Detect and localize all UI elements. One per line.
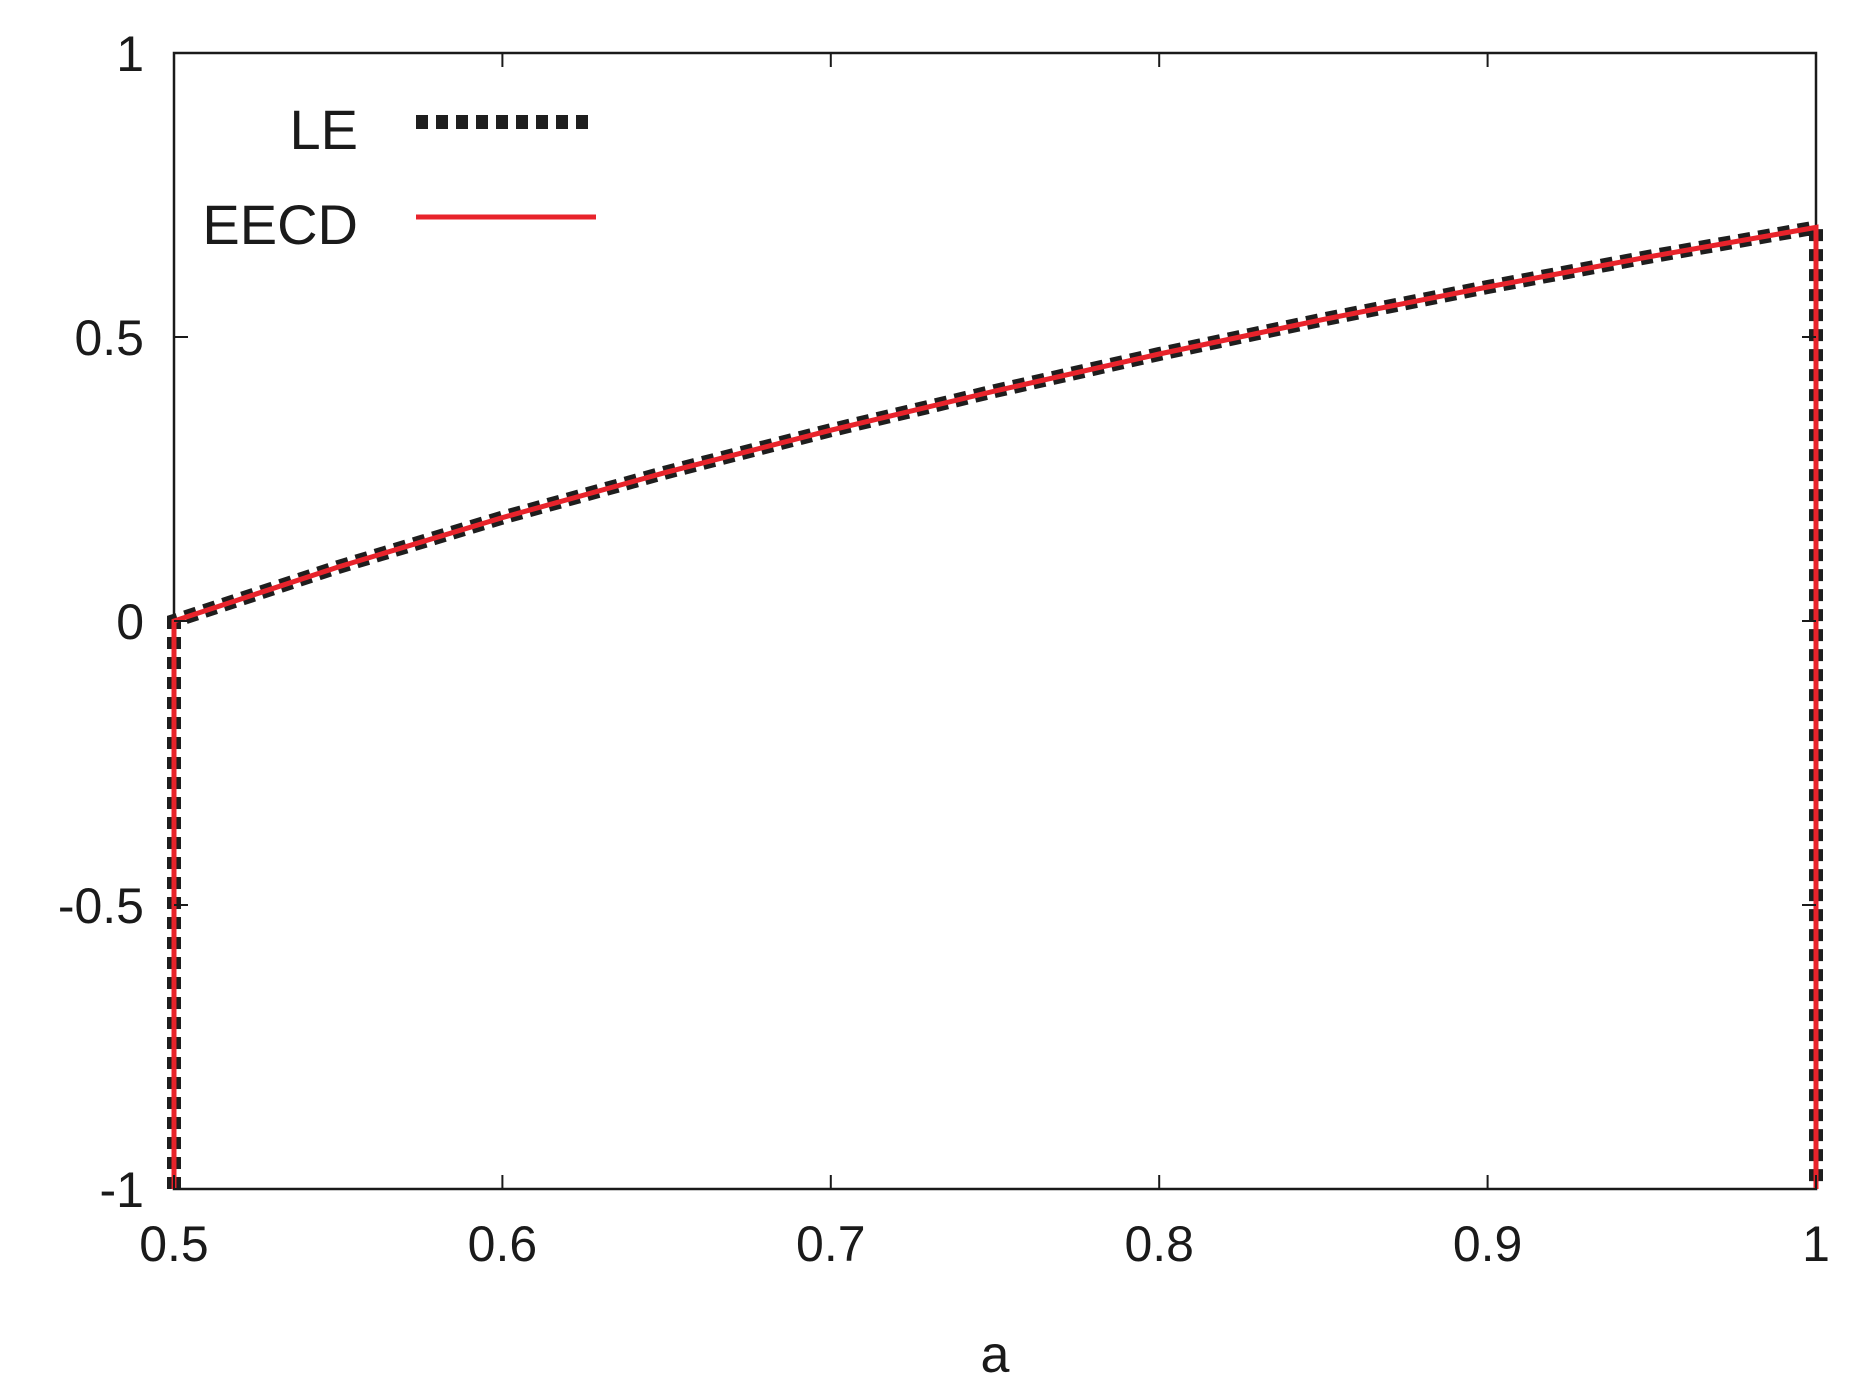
legend-label-eecd: EECD (202, 193, 358, 256)
plot-frame (172, 51, 1818, 1191)
y-tick-label: -0.5 (58, 878, 144, 934)
plot-area (172, 51, 1818, 1191)
x-tick-label: 0.6 (468, 1216, 538, 1272)
series-line-eecd (171, 224, 1819, 1189)
tick-group: 0.5 0.6 0.7 0.8 0.9 1 -1 -0.5 0 0.5 1 (58, 26, 1830, 1272)
series-group (167, 219, 1823, 1189)
y-tick-label: 0.5 (74, 310, 144, 366)
x-tick-label: 1 (1802, 1216, 1830, 1272)
x-tick-label: 0.7 (796, 1216, 866, 1272)
x-axis-label: a (981, 1326, 1010, 1384)
legend-label-le: LE (290, 98, 359, 161)
x-tick-label: 0.5 (139, 1216, 209, 1272)
series-line-le (167, 219, 1823, 1189)
y-tick-label: 0 (116, 594, 144, 650)
y-tick-label: 1 (116, 26, 144, 82)
legend: LE EECD (202, 98, 596, 256)
x-tick-label: 0.8 (1124, 1216, 1194, 1272)
y-tick-label: -1 (100, 1162, 144, 1218)
x-tick-label: 0.9 (1453, 1216, 1523, 1272)
